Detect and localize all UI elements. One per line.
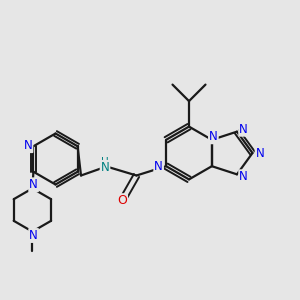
- Text: N: N: [29, 229, 38, 242]
- Text: H: H: [101, 157, 109, 167]
- Text: N: N: [209, 130, 218, 143]
- Text: N: N: [256, 146, 264, 160]
- Text: N: N: [239, 123, 248, 136]
- Text: N: N: [154, 160, 163, 173]
- Text: N: N: [29, 178, 38, 191]
- Text: N: N: [239, 170, 248, 183]
- Text: O: O: [117, 194, 127, 207]
- Text: N: N: [24, 139, 32, 152]
- Text: N: N: [100, 161, 109, 174]
